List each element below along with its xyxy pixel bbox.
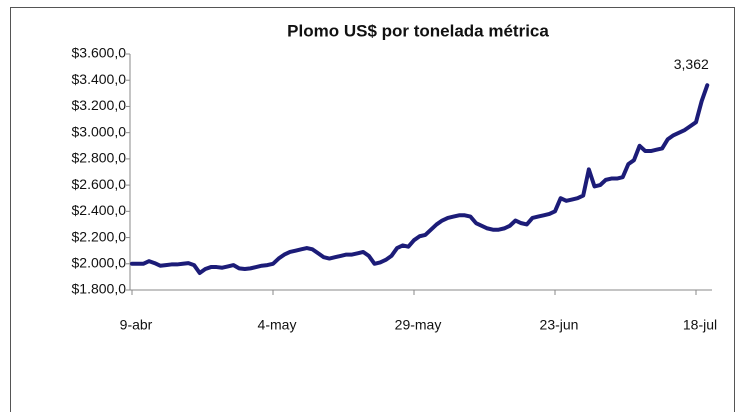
x-tick-label: 23-jun	[540, 317, 579, 333]
data-label: 3,362	[674, 56, 709, 72]
x-tick-label: 29-may	[395, 317, 442, 333]
x-tick-label: 9-abr	[120, 317, 153, 333]
data-line	[130, 83, 710, 275]
x-tick-label: 18-jul	[683, 317, 717, 333]
y-tick-label: $3.600,0	[72, 45, 127, 61]
y-tick-label: $3.400,0	[72, 71, 127, 87]
y-tick-label: $3.000,0	[72, 123, 127, 139]
chart-title: Plomo US$ por tonelada métrica	[287, 21, 549, 40]
chart-frame	[10, 7, 735, 412]
y-tick-label: $3.200,0	[72, 97, 127, 113]
y-tick-label: $2.000,0	[72, 254, 127, 270]
y-tick-label: $2.400,0	[72, 202, 127, 218]
y-tick-label: $1.800,0	[72, 281, 127, 297]
y-tick-label: $2.600,0	[72, 176, 127, 192]
y-tick-label: $2.800,0	[72, 150, 127, 166]
x-tick-label: 4-may	[258, 317, 297, 333]
y-tick-label: $2.200,0	[72, 228, 127, 244]
